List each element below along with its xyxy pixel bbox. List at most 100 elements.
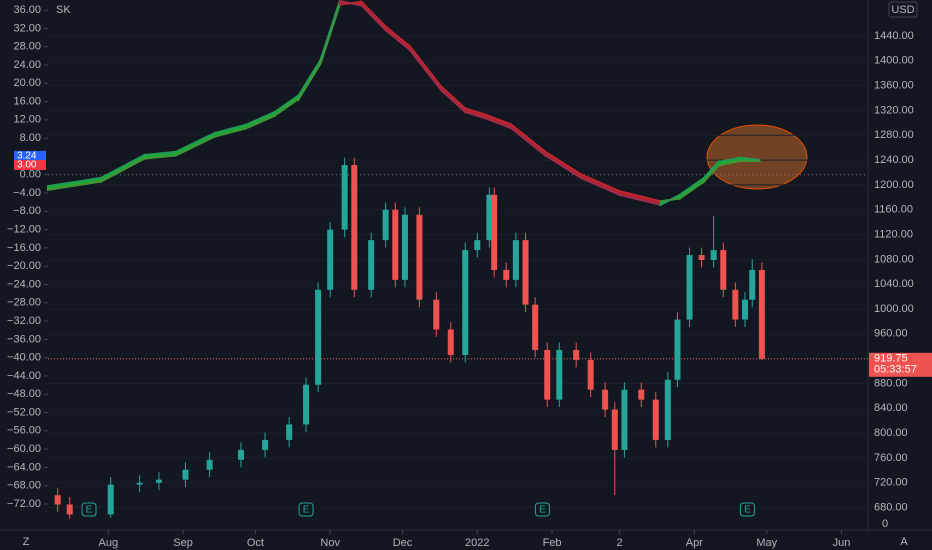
- candle-body: [327, 229, 334, 290]
- x-tick-label: 2022: [465, 537, 489, 549]
- candle-body: [155, 479, 162, 483]
- y2-tick-label: −60.00: [7, 443, 41, 455]
- candle-body: [686, 255, 693, 320]
- candle-body: [664, 379, 671, 440]
- last-price-label: 919.75: [874, 353, 908, 365]
- y-tick-label: 1320.00: [874, 104, 914, 116]
- candle-body: [182, 469, 189, 480]
- y2-tick-label: −20.00: [7, 260, 41, 272]
- candle-body: [486, 194, 493, 241]
- y2-tick-label: −72.00: [7, 498, 41, 510]
- currency[interactable]: USD: [891, 4, 914, 16]
- y-tick-label: 800.00: [874, 427, 908, 439]
- y2-tick-label: 8.00: [20, 132, 41, 144]
- candle-body: [303, 384, 310, 425]
- candle-body: [462, 250, 469, 355]
- y-tick-label: 960.00: [874, 328, 908, 340]
- y2-tick-label: −8.00: [13, 205, 41, 217]
- candle-body: [237, 449, 244, 460]
- y-tick-label: 1200.00: [874, 179, 914, 191]
- candle-body: [401, 214, 408, 280]
- y-tick-label: 760.00: [874, 452, 908, 464]
- candle-body: [710, 250, 717, 260]
- event-label: E: [539, 505, 546, 516]
- candle-body: [749, 269, 756, 300]
- candle-body: [206, 459, 213, 470]
- y2-tick-label: 0.00: [20, 169, 41, 181]
- last-value-box: [14, 150, 46, 161]
- y2-tick-label: 28.00: [13, 41, 41, 53]
- candle-body: [720, 250, 727, 290]
- corner-label[interactable]: Z: [23, 536, 30, 548]
- candle-body: [368, 240, 375, 290]
- countdown-label: 05:33:57: [874, 364, 917, 376]
- y2-tick-label: −32.00: [7, 315, 41, 327]
- y2-tick-label: −16.00: [7, 242, 41, 254]
- candle-body: [433, 299, 440, 330]
- y-tick-label: 1080.00: [874, 253, 914, 265]
- highlight-ellipse: [706, 124, 808, 190]
- x-tick-label: Oct: [247, 537, 264, 549]
- y2-tick-label: −68.00: [7, 480, 41, 492]
- event-label: E: [86, 505, 93, 516]
- y-tick-label: 840.00: [874, 402, 908, 414]
- last-value-box: [14, 159, 46, 170]
- candle-body: [136, 482, 143, 485]
- candle-body: [262, 439, 269, 450]
- last-value-label: 3.00: [17, 160, 37, 171]
- y-tick-label: 1440.00: [874, 30, 914, 42]
- oscillator-line: [47, 1, 760, 202]
- candle-body: [652, 399, 659, 440]
- candle-body: [382, 209, 389, 241]
- candle-body: [674, 319, 681, 380]
- x-tick-label: Apr: [686, 537, 703, 549]
- candle-body: [532, 304, 539, 350]
- event-marker: [298, 502, 314, 517]
- y-tick-label: 1160.00: [874, 204, 913, 216]
- x-tick-label: May: [756, 537, 777, 549]
- candle-body: [315, 289, 322, 385]
- y-tick-label: 720.00: [874, 477, 908, 489]
- candle-body: [573, 349, 580, 360]
- y2-tick-label: −4.00: [13, 187, 41, 199]
- y2-tick-label: −48.00: [7, 388, 41, 400]
- event-marker: [534, 502, 550, 517]
- last-value-label: 3.24: [17, 151, 37, 162]
- x-tick-label: Sep: [173, 537, 193, 549]
- candle-body: [392, 209, 399, 280]
- candle-body: [544, 349, 551, 400]
- candle-body: [602, 389, 609, 410]
- y2-tick-label: −44.00: [7, 370, 41, 382]
- candle-body: [556, 349, 563, 400]
- candle-body: [758, 269, 765, 359]
- y2-tick-label: 20.00: [13, 77, 41, 89]
- candle-body: [416, 214, 423, 300]
- candle-body: [611, 409, 618, 450]
- x-tick-label: Dec: [393, 537, 413, 549]
- y-tick-label: 1040.00: [874, 278, 914, 290]
- candle-body: [587, 359, 594, 390]
- event-label: E: [744, 505, 751, 516]
- event-label: E: [303, 505, 310, 516]
- candle-body: [621, 389, 628, 450]
- volume-axis-label: 0: [882, 518, 888, 530]
- candle-body: [491, 194, 498, 270]
- x-tick-label: Jun: [833, 537, 851, 549]
- candle-body: [522, 240, 529, 305]
- y2-tick-label: 24.00: [13, 59, 41, 71]
- event-marker: [739, 502, 755, 517]
- candle-body: [503, 269, 510, 280]
- y2-tick-label: −64.00: [7, 461, 41, 473]
- x-tick-label: Nov: [320, 537, 340, 549]
- currency-box[interactable]: [888, 1, 918, 18]
- y-tick-label: 1400.00: [874, 55, 914, 67]
- last-price-box: [869, 352, 932, 377]
- candle-body: [341, 165, 348, 230]
- y2-tick-label: 36.00: [13, 4, 41, 16]
- candle-body: [351, 165, 358, 290]
- y2-tick-label: 32.00: [13, 22, 41, 34]
- corner-label[interactable]: A: [900, 536, 908, 548]
- y-tick-label: 1360.00: [874, 80, 914, 92]
- x-tick-label: Feb: [543, 537, 562, 549]
